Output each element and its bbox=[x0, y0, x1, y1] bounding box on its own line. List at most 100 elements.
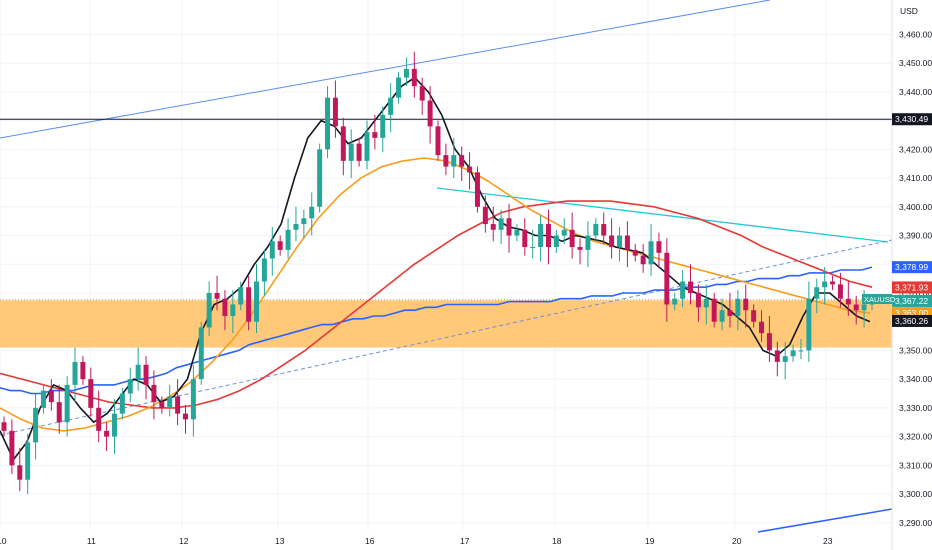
dashed-trendline[interactable] bbox=[0, 239, 893, 436]
candle-body bbox=[601, 224, 607, 236]
candle-body bbox=[135, 364, 141, 380]
trend-lines bbox=[0, 0, 893, 533]
x-tick-label: 10 bbox=[0, 536, 7, 546]
upper-trendline[interactable] bbox=[0, 0, 771, 139]
candle-body bbox=[96, 407, 102, 431]
candle-body bbox=[522, 229, 528, 248]
x-tick-label: 13 bbox=[275, 536, 285, 546]
candle-body bbox=[845, 298, 851, 305]
candle-body bbox=[17, 465, 23, 480]
resistance-trendline[interactable] bbox=[436, 187, 889, 243]
y-tick-label: 3,290.00 bbox=[899, 518, 932, 528]
lower-trendline[interactable] bbox=[757, 508, 893, 533]
y-tick-label: 3,320.00 bbox=[899, 432, 932, 442]
candle-body bbox=[656, 241, 662, 253]
x-tick-label: 12 bbox=[179, 536, 189, 546]
candle-body bbox=[119, 393, 125, 414]
price-badge-label: 3,371.93 bbox=[895, 282, 928, 292]
candles bbox=[1, 51, 875, 495]
candle-body bbox=[490, 224, 496, 230]
y-tick-label: 3,390.00 bbox=[899, 231, 932, 241]
candle-body bbox=[127, 379, 133, 394]
candle-body bbox=[711, 298, 717, 322]
x-tick-label: 23 bbox=[823, 536, 833, 546]
price-badge-label: 3,360.26 bbox=[895, 316, 928, 326]
candle-body bbox=[585, 235, 591, 250]
candle-body bbox=[506, 218, 512, 236]
x-tick-label: 17 bbox=[460, 536, 470, 546]
candle-body bbox=[198, 327, 204, 380]
candle-body bbox=[151, 384, 157, 403]
candle-body bbox=[317, 149, 323, 207]
candle-body bbox=[348, 143, 354, 161]
candle-body bbox=[782, 356, 788, 362]
candle-body bbox=[419, 86, 425, 101]
y-tick-label: 3,460.00 bbox=[899, 29, 932, 39]
candle-body bbox=[214, 292, 220, 299]
price-badge-label: 3,363.00 bbox=[895, 308, 928, 318]
candle-body bbox=[277, 241, 283, 250]
candle-body bbox=[624, 235, 630, 250]
x-tick-label: 19 bbox=[645, 536, 655, 546]
candle-body bbox=[680, 281, 686, 299]
candle-body bbox=[474, 172, 480, 207]
candle-body bbox=[719, 310, 725, 322]
x-tick-label: 18 bbox=[552, 536, 562, 546]
candle-body bbox=[64, 384, 70, 423]
y-tick-label: 3,410.00 bbox=[899, 173, 932, 183]
price-badges: 3,430.49 3,378.99 3,371.93 3,367.22 3,363.00… bbox=[892, 113, 932, 327]
candle-body bbox=[167, 396, 173, 408]
y-tick-label: 3,450.00 bbox=[899, 58, 932, 68]
candle-body bbox=[640, 255, 646, 265]
currency-label: USD bbox=[900, 6, 918, 16]
candle-body bbox=[325, 97, 331, 150]
candle-body bbox=[301, 218, 307, 225]
candle-body bbox=[380, 114, 386, 138]
candle-body bbox=[388, 97, 394, 115]
y-tick-label: 3,330.00 bbox=[899, 403, 932, 413]
candle-body bbox=[861, 304, 867, 311]
candle-body bbox=[261, 258, 267, 282]
price-badge bbox=[892, 281, 932, 294]
candle-body bbox=[9, 430, 15, 466]
candle-body bbox=[72, 361, 78, 385]
x-tick-label: 16 bbox=[365, 536, 375, 546]
candle-body bbox=[798, 350, 804, 352]
candle-body bbox=[664, 252, 670, 305]
symbol-badge[interactable]: XAUUSD bbox=[862, 294, 896, 304]
price-badge bbox=[892, 261, 932, 274]
candle-body bbox=[190, 379, 196, 420]
price-badge-label: 3,430.49 bbox=[895, 114, 928, 124]
candle-body bbox=[766, 333, 772, 351]
price-axis[interactable]: USD bbox=[891, 0, 932, 550]
price-badge-label: 3,378.99 bbox=[895, 262, 928, 272]
candle-body bbox=[727, 310, 733, 316]
candle-body bbox=[443, 155, 449, 167]
candle-body bbox=[143, 364, 149, 385]
candle-body bbox=[175, 396, 181, 414]
candle-body bbox=[703, 298, 709, 308]
candle-body bbox=[246, 287, 252, 322]
candle-body bbox=[806, 298, 812, 351]
grid-lines bbox=[0, 0, 892, 530]
candle-body bbox=[577, 247, 583, 250]
candle-body bbox=[545, 224, 551, 248]
y-tick-label: 3,340.00 bbox=[899, 374, 932, 384]
candle-body bbox=[254, 281, 260, 322]
candle-body bbox=[427, 100, 433, 127]
candle-body bbox=[293, 224, 299, 230]
price-badge bbox=[892, 314, 932, 327]
candle-body bbox=[830, 281, 836, 285]
candle-body bbox=[238, 287, 244, 305]
candle-body bbox=[332, 97, 338, 127]
y-tick-label: 3,300.00 bbox=[899, 489, 932, 499]
candle-body bbox=[435, 126, 441, 156]
candle-body bbox=[569, 229, 575, 248]
candle-body bbox=[40, 390, 46, 408]
candle-body bbox=[230, 304, 236, 316]
candle-body bbox=[632, 249, 638, 256]
symbol-badge-label: XAUUSD bbox=[864, 295, 896, 304]
candle-body bbox=[467, 166, 473, 173]
candle-body bbox=[688, 281, 694, 293]
